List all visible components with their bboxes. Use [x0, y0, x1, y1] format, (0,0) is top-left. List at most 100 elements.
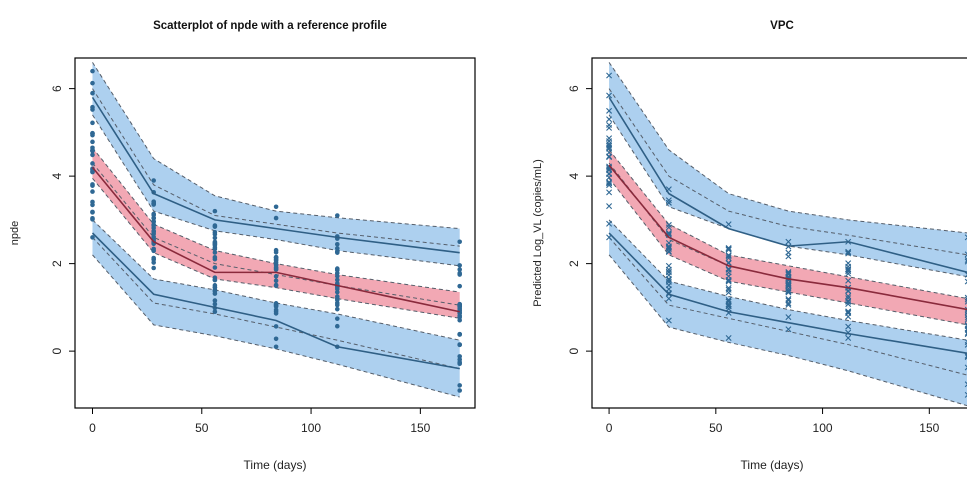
data-point — [665, 221, 672, 228]
data-point — [665, 262, 672, 269]
data-point — [334, 248, 340, 254]
data-point — [785, 301, 792, 308]
data-point — [90, 139, 95, 145]
data-point — [273, 274, 279, 279]
data-point — [665, 272, 672, 279]
data-point — [606, 164, 613, 171]
upper-band-upper-edge — [608, 62, 967, 234]
data-point — [606, 116, 613, 123]
chart-title: VPC — [770, 20, 794, 32]
data-point — [457, 317, 462, 323]
upper-prediction-band — [609, 62, 967, 277]
data-point — [334, 323, 340, 329]
observed-median-line — [608, 164, 967, 311]
data-point — [964, 306, 967, 313]
y-tick-label: 0 — [567, 347, 581, 354]
data-point — [90, 68, 95, 74]
y-tick-label: 6 — [567, 85, 581, 92]
data-point — [90, 183, 95, 188]
data-point — [964, 341, 967, 348]
y-tick-label: 6 — [50, 85, 64, 92]
data-point — [151, 200, 156, 206]
data-point — [334, 241, 340, 247]
upper-theoretical-percentile-line — [92, 88, 460, 247]
data-point — [606, 124, 613, 131]
data-point — [334, 267, 340, 273]
x-axis-label: Time (days) — [244, 458, 307, 472]
data-point — [785, 253, 792, 260]
data-point — [212, 242, 218, 248]
data-point — [212, 265, 218, 270]
data-point — [273, 264, 279, 270]
data-point — [90, 90, 95, 96]
lower-band-upper-edge — [608, 219, 967, 341]
data-point — [964, 294, 967, 301]
vpc-panel: 0 50 100 150 0 2 4 6 VPC Time (days) Predicted Log… — [532, 20, 967, 472]
data-point — [457, 383, 462, 388]
data-point — [334, 286, 340, 292]
upper-prediction-band — [92, 62, 460, 266]
observed-upper-percentile-line — [91, 96, 460, 254]
data-point — [964, 381, 967, 388]
plot-area — [90, 62, 462, 398]
data-point — [457, 267, 462, 272]
data-point — [457, 272, 462, 277]
data-point — [964, 331, 967, 338]
data-point — [457, 342, 462, 347]
x-tick-label: 0 — [606, 421, 613, 435]
data-point — [665, 317, 672, 324]
data-point — [964, 251, 967, 258]
data-point — [725, 285, 732, 291]
data-point — [457, 239, 462, 245]
median-band-lower-edge — [608, 178, 967, 326]
data-point — [606, 189, 613, 196]
data-point — [90, 120, 95, 126]
data-point — [90, 80, 95, 86]
data-point — [606, 92, 613, 99]
data-point — [90, 104, 95, 110]
y-tick-label: 2 — [567, 260, 581, 267]
lower-theoretical-percentile-line — [92, 237, 460, 370]
data-point — [665, 278, 672, 285]
data-point — [665, 199, 672, 206]
data-point — [151, 178, 156, 183]
data-point — [665, 197, 672, 204]
data-point — [785, 280, 792, 287]
data-point — [725, 289, 732, 296]
data-point — [785, 269, 792, 275]
data-point — [212, 277, 218, 283]
data-point — [273, 336, 279, 342]
data-point — [90, 152, 95, 158]
data-point — [151, 219, 156, 224]
data-point — [665, 232, 672, 239]
data-point — [334, 277, 340, 283]
plot-frame — [74, 57, 476, 409]
lower-band-lower-edge — [92, 254, 460, 398]
data-point — [785, 314, 792, 321]
observed-lower-percentile-line — [91, 232, 460, 370]
data-point — [212, 301, 218, 307]
data-point — [212, 250, 218, 255]
data-point — [606, 203, 613, 210]
data-point — [606, 182, 613, 189]
data-point — [964, 296, 967, 303]
data-point — [845, 293, 852, 300]
data-point — [151, 246, 156, 252]
y-axis-label: Predicted Log_VL (copies/mL) — [532, 159, 544, 307]
median-band-upper-edge — [608, 149, 967, 299]
upper-theoretical-percentile-line — [608, 88, 967, 256]
data-point — [665, 295, 672, 302]
data-point — [845, 268, 852, 275]
data-point — [964, 258, 967, 265]
upper-band-lower-edge — [92, 114, 460, 267]
data-point — [606, 135, 613, 142]
data-point — [964, 391, 967, 398]
lower-theoretical-percentile-line — [608, 237, 967, 376]
data-point — [457, 303, 462, 309]
data-point — [212, 223, 218, 228]
data-point — [90, 130, 95, 136]
data-point — [457, 354, 462, 359]
data-point — [725, 269, 732, 276]
data-point — [964, 354, 967, 361]
